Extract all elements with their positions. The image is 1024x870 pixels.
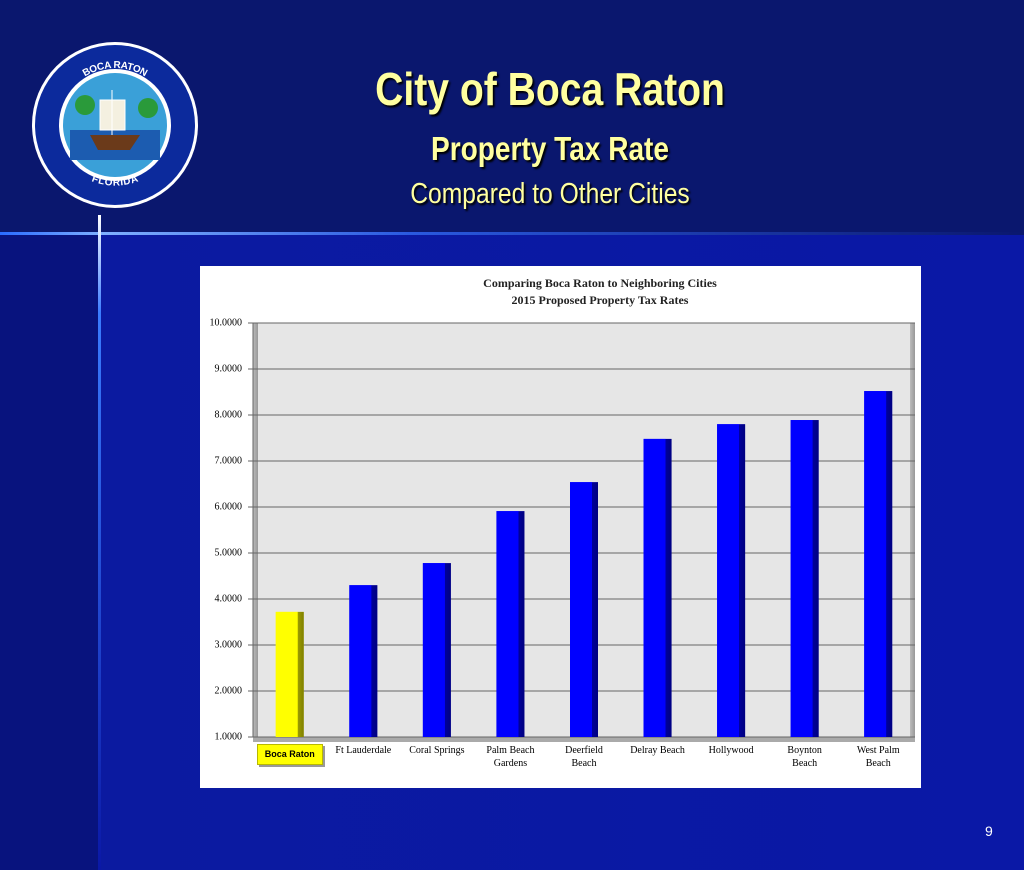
bar xyxy=(570,482,598,737)
logo-text: FLORIDA xyxy=(90,174,140,189)
chart: Comparing Boca Raton to Neighboring Citi… xyxy=(210,276,915,742)
logo: BOCA RATON FLORIDA xyxy=(32,42,198,208)
bar xyxy=(643,438,672,737)
tagline: Compared to Other Cities xyxy=(410,178,690,210)
plot-floor xyxy=(253,737,915,742)
y-tick-label: 5.0000 xyxy=(215,547,243,558)
y-tick-label: 9.0000 xyxy=(215,363,243,374)
x-tick-label: Coral Springs xyxy=(409,745,465,756)
y-tick-label: 10.0000 xyxy=(210,317,243,328)
x-tick-label: Boynton Beach xyxy=(787,745,822,769)
bar xyxy=(790,420,819,737)
title: City of Boca Raton xyxy=(375,63,725,115)
y-tick-label: 2.0000 xyxy=(215,685,243,696)
x-tick-label: Ft Lauderdale xyxy=(335,745,392,756)
y-tick-label: 1.0000 xyxy=(215,731,243,742)
y-tick-label: 6.0000 xyxy=(215,501,243,512)
y-tick-label: 3.0000 xyxy=(215,639,243,650)
chart-title: Comparing Boca Raton to Neighboring Citi… xyxy=(483,276,717,290)
subtitle: Property Tax Rate xyxy=(431,130,669,167)
plot-wall xyxy=(253,323,258,737)
bar xyxy=(864,391,893,737)
y-tick-label: 4.0000 xyxy=(215,593,243,604)
chart-subtitle: 2015 Proposed Property Tax Rates xyxy=(512,293,689,307)
divider xyxy=(98,215,101,870)
plot-wall xyxy=(910,323,915,737)
bar xyxy=(496,511,525,737)
divider xyxy=(0,232,1024,235)
x-tick-label: Deerfield Beach xyxy=(565,745,603,769)
x-tick-label: West Palm Beach xyxy=(856,745,900,769)
bar xyxy=(349,585,378,737)
x-tick-label: Delray Beach xyxy=(630,745,685,756)
x-tick-label: Boca Raton xyxy=(256,744,323,765)
bar xyxy=(275,611,304,737)
page-number: 9 xyxy=(985,823,993,839)
bar xyxy=(717,424,746,737)
y-tick-label: 7.0000 xyxy=(215,455,243,466)
y-tick-label: 8.0000 xyxy=(215,409,243,420)
chart-panel: Comparing Boca Raton to Neighboring Citi… xyxy=(200,266,921,788)
x-tick-label: Hollywood xyxy=(708,745,754,756)
bar xyxy=(422,563,451,737)
x-tick-label: Palm Beach Gardens xyxy=(486,745,535,769)
